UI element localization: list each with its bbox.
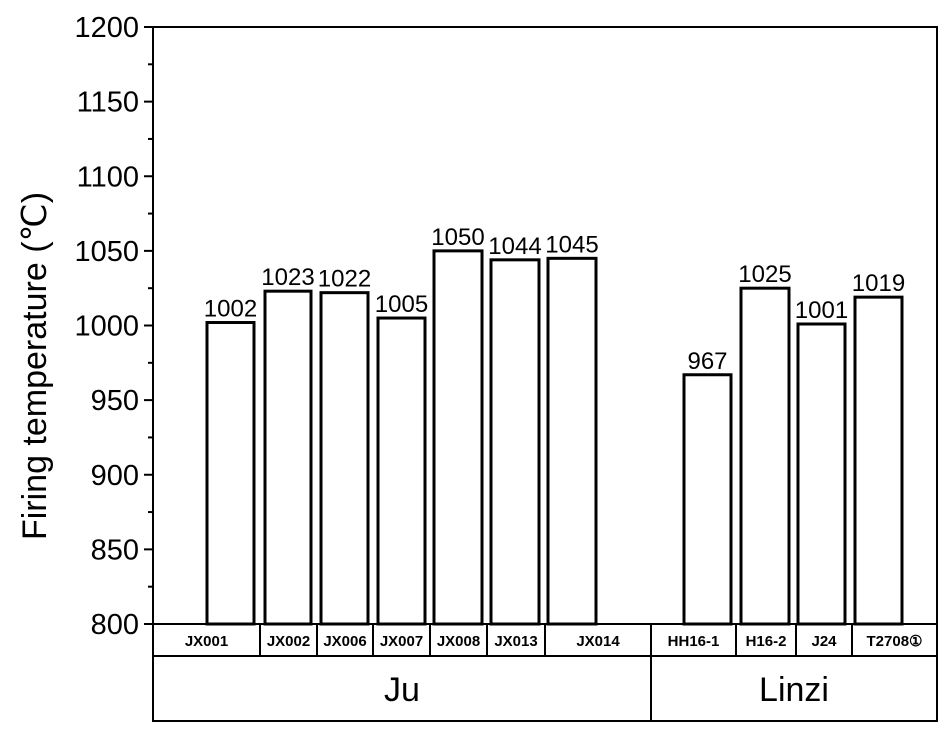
y-tick-label: 900 <box>91 460 139 492</box>
y-tick-label: 1100 <box>77 161 139 193</box>
x-category-label: HH16-1 <box>668 633 720 650</box>
x-group-label: Ju <box>384 671 420 709</box>
x-group-label: Linzi <box>759 671 829 709</box>
y-tick-label: 1150 <box>77 87 139 119</box>
x-category-label: JX006 <box>323 633 366 650</box>
data-label: 1025 <box>738 261 791 288</box>
x-category-label: JX013 <box>494 633 537 650</box>
x-category-label: T2708① <box>867 633 923 650</box>
bar <box>853 295 904 626</box>
y-tick-label: 850 <box>91 534 139 566</box>
bar <box>319 291 370 626</box>
x-category-label: JX001 <box>185 633 228 650</box>
y-axis-label: Firing temperature (℃) <box>16 192 54 540</box>
bar <box>263 289 313 626</box>
bar <box>205 321 256 626</box>
y-tick-label: 1000 <box>74 311 139 343</box>
bar <box>546 256 598 626</box>
data-label: 1002 <box>204 296 257 323</box>
bar <box>796 322 847 626</box>
y-tick-label: 1050 <box>74 236 139 268</box>
bar <box>682 373 733 626</box>
y-tick-label: 800 <box>91 609 139 641</box>
x-category-label: H16-2 <box>746 633 787 650</box>
x-axis-category-table: JX001 JX002 JX006 JX007 JX008 JX013 JX014 HH16-… <box>152 623 938 722</box>
data-label: 967 <box>687 348 727 375</box>
y-tick-label: 1200 <box>74 12 139 44</box>
data-label: 1022 <box>318 266 371 293</box>
data-label: 1005 <box>375 291 428 318</box>
bar <box>432 249 484 626</box>
bar <box>739 286 791 626</box>
data-label: 1023 <box>261 264 314 291</box>
data-label: 1019 <box>852 270 905 297</box>
x-category-label: JX014 <box>576 633 620 650</box>
y-axis: 800 850 900 950 1000 1050 1100 1150 1200 <box>74 12 938 641</box>
x-category-label: J24 <box>811 633 837 650</box>
data-label: 1050 <box>431 224 484 251</box>
y-tick-label: 950 <box>91 385 139 417</box>
data-label: 1001 <box>795 297 848 324</box>
data-label: 1044 <box>488 233 541 260</box>
x-category-label: JX002 <box>267 633 310 650</box>
data-label: 1045 <box>545 231 598 258</box>
x-category-label: JX007 <box>380 633 423 650</box>
x-category-label: JX008 <box>437 633 480 650</box>
bar <box>489 258 541 626</box>
bar <box>376 316 427 626</box>
